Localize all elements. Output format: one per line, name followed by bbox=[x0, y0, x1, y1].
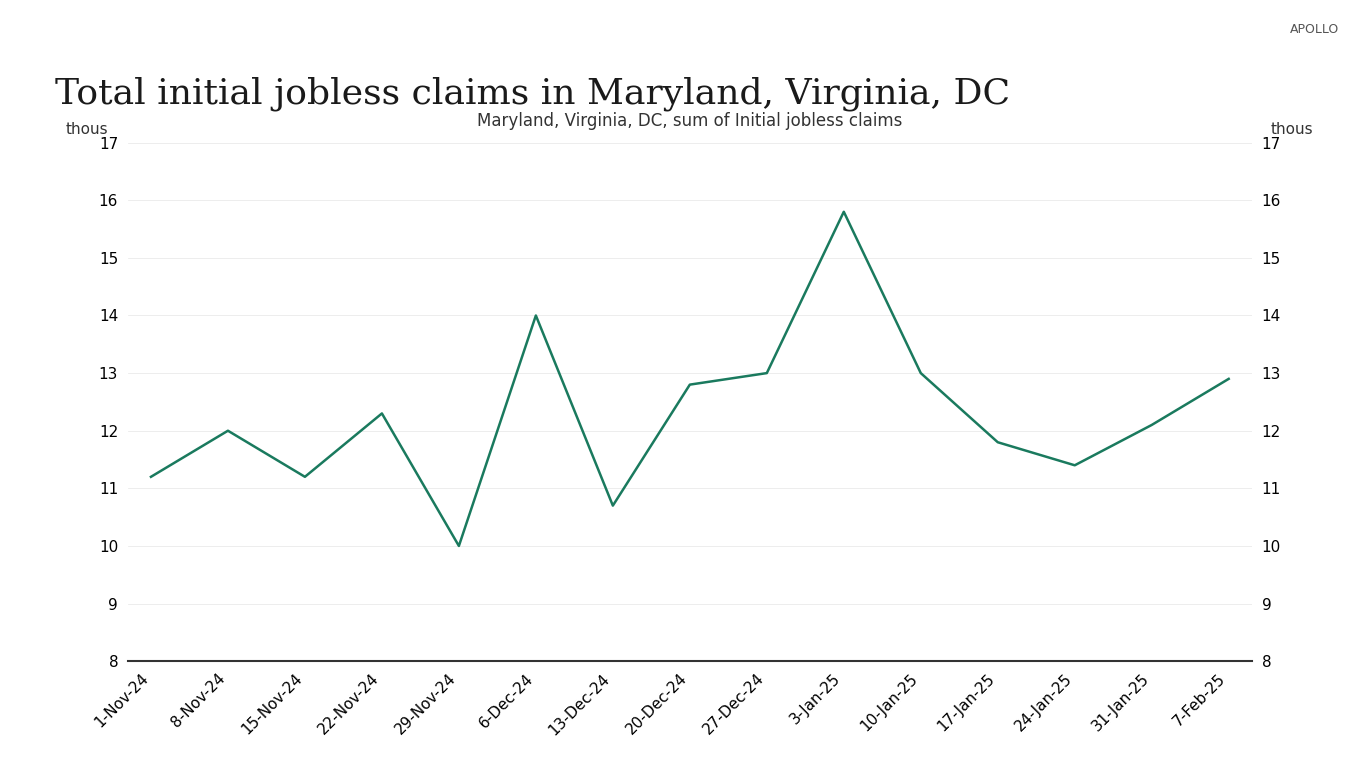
Text: APOLLO: APOLLO bbox=[1290, 23, 1339, 36]
Text: Maryland, Virginia, DC, sum of Initial jobless claims: Maryland, Virginia, DC, sum of Initial j… bbox=[477, 111, 903, 130]
Text: Total initial jobless claims in Maryland, Virginia, DC: Total initial jobless claims in Maryland… bbox=[55, 77, 1009, 111]
Text: thous: thous bbox=[66, 122, 109, 137]
Text: thous: thous bbox=[1270, 122, 1314, 137]
